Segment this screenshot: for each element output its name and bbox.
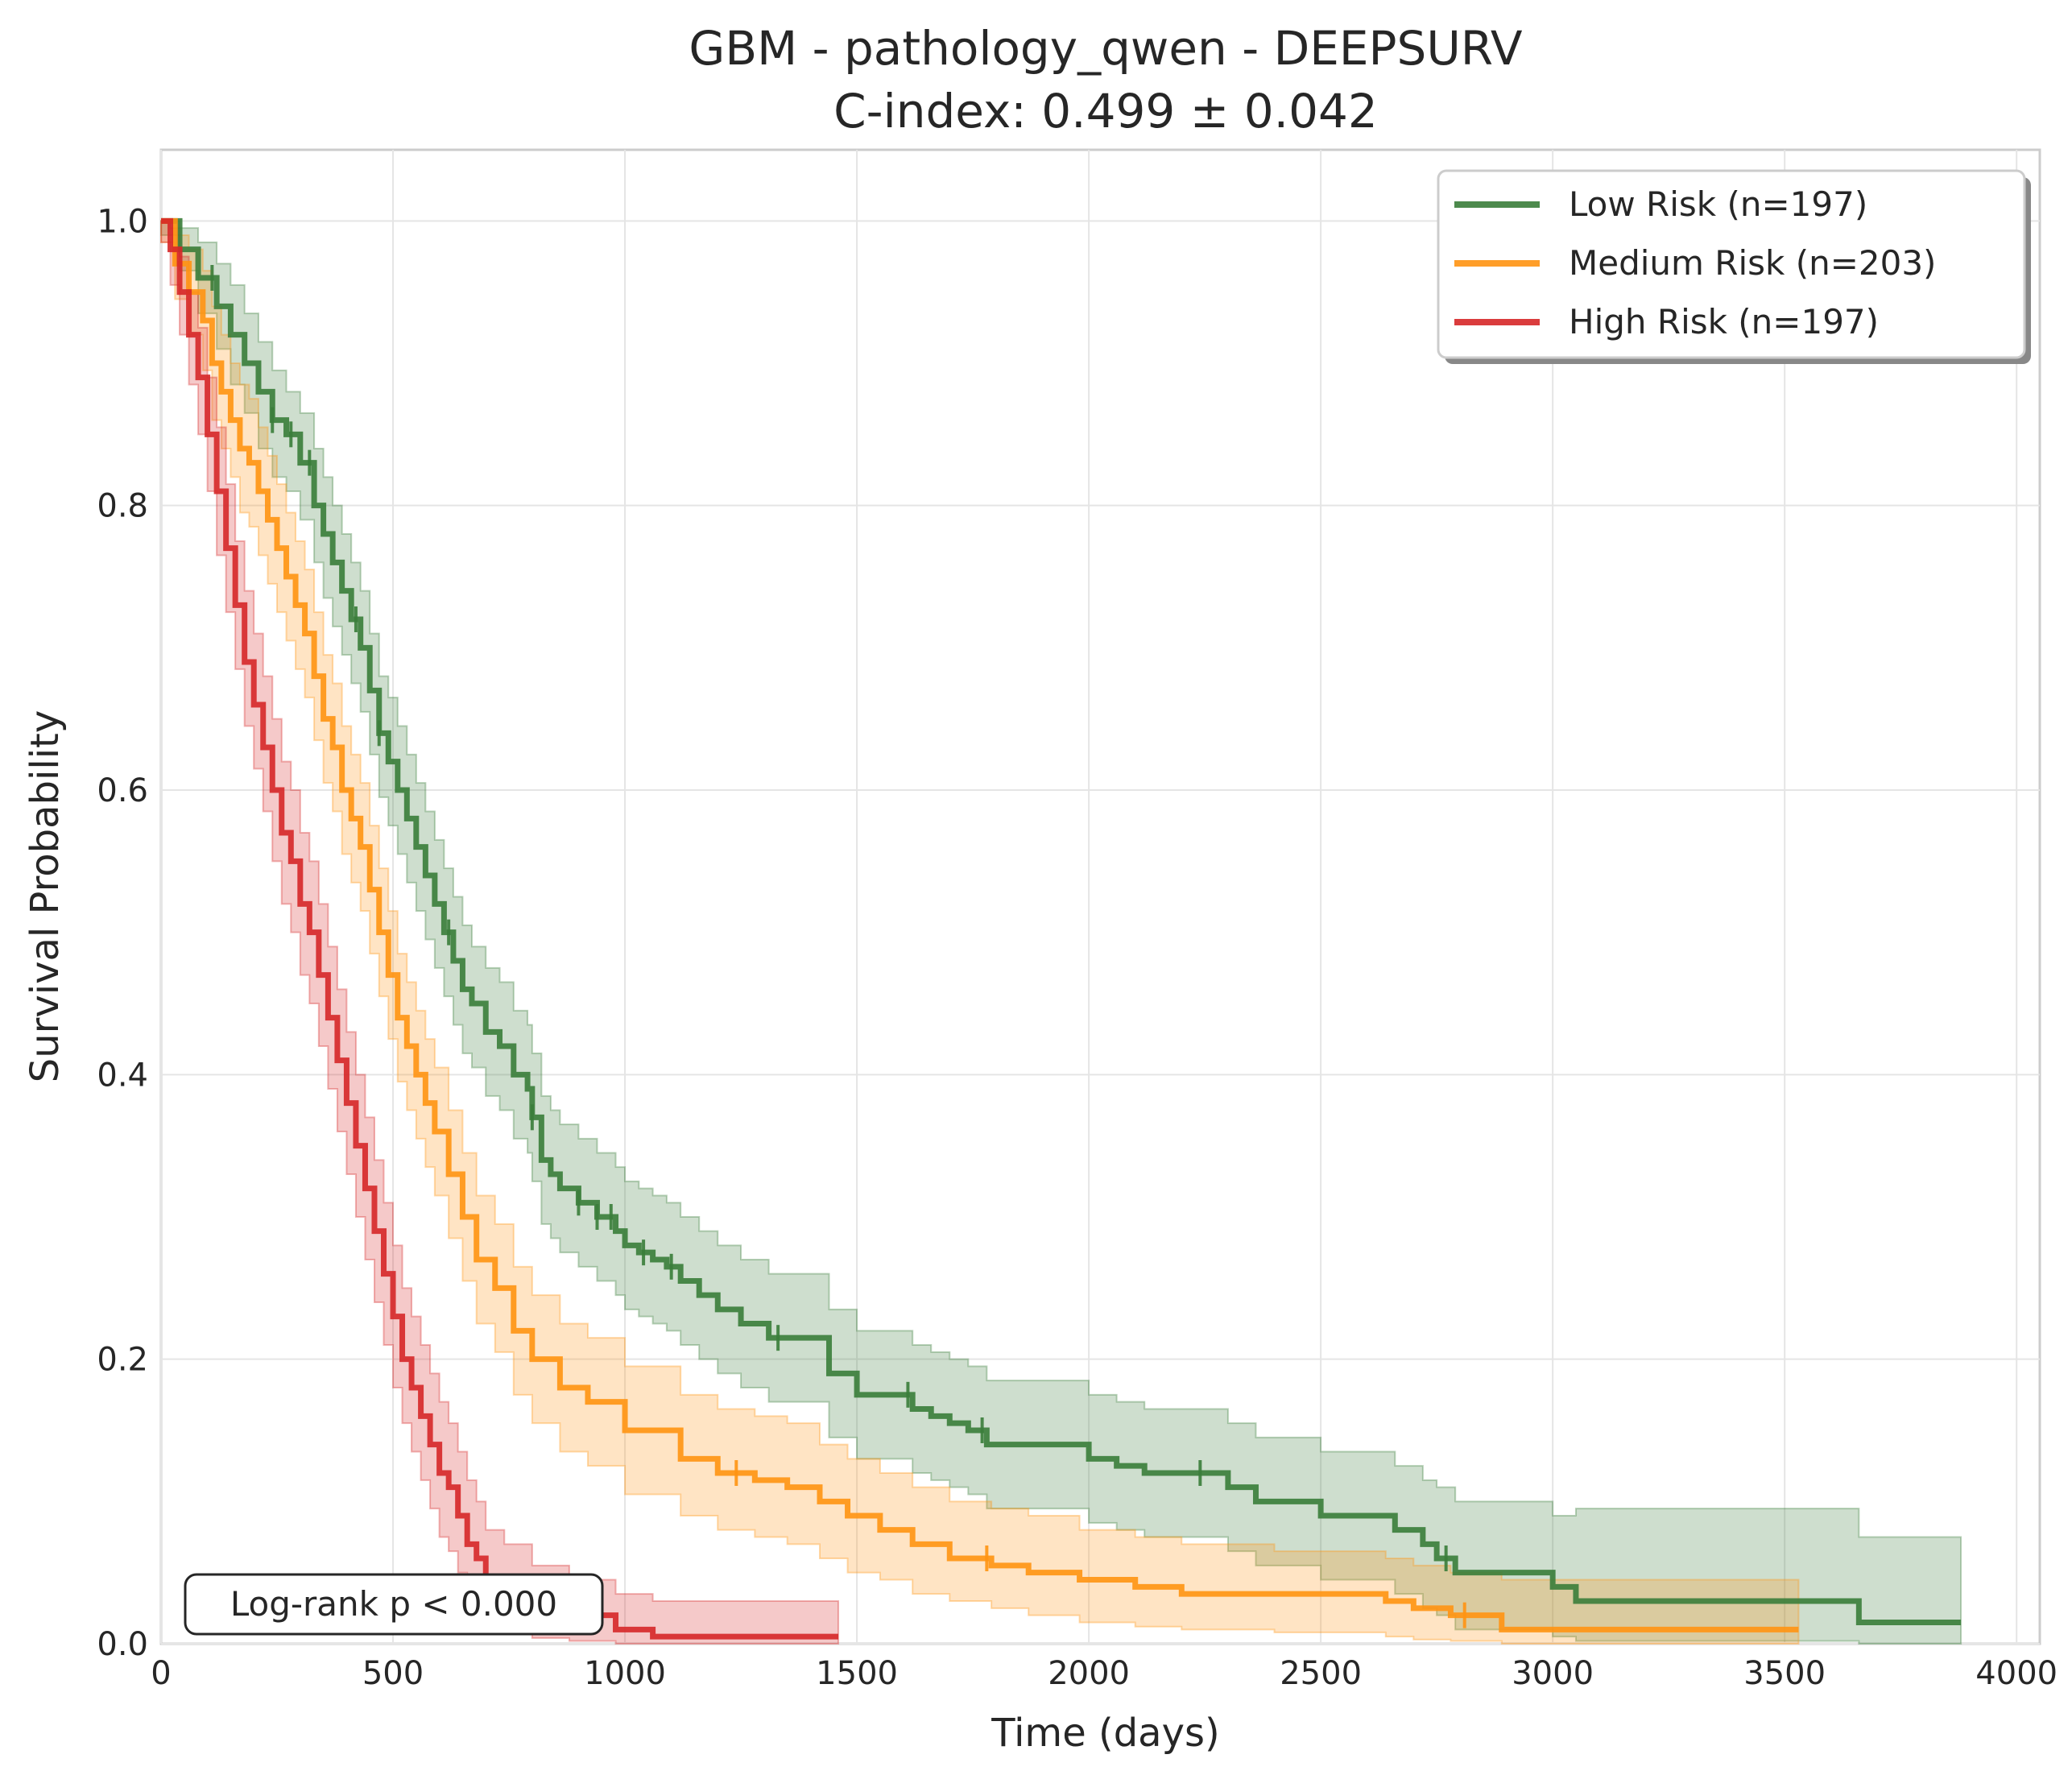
x-tick-label: 1000 (584, 1655, 666, 1692)
survival-curves (161, 217, 1962, 1640)
survival-curve-high-risk (161, 217, 839, 1640)
y-tick-label: 0.2 (97, 1342, 148, 1379)
chart-title: GBM - pathology_qwen - DEEPSURV (689, 21, 1522, 76)
y-tick-label: 0.4 (97, 1057, 148, 1094)
plot-area (159, 148, 2041, 1645)
x-tick-label: 2000 (1048, 1655, 1130, 1692)
x-axis-label: Time (days) (991, 1711, 1219, 1756)
annotation-text: Log-rank p < 0.000 (230, 1584, 557, 1624)
legend-label-high-risk: High Risk (n=197) (1569, 302, 1879, 341)
legend-label-medium-risk: Medium Risk (n=203) (1569, 243, 1936, 283)
ci-band-high-risk (160, 220, 840, 1645)
logrank-annotation: Log-rank p < 0.000 (184, 1573, 604, 1636)
y-tick-label: 0.6 (97, 772, 148, 809)
x-tick-label: 4000 (1975, 1655, 2058, 1692)
legend: Low Risk (n=197) Medium Risk (n=203) Hig… (1437, 169, 2031, 364)
ci-band-low-risk (160, 220, 1962, 1645)
ci-band-medium-risk (160, 220, 1800, 1645)
y-axis-label: Survival Probability (23, 710, 68, 1083)
x-tick-label: 1500 (816, 1655, 898, 1692)
x-tick-label: 2500 (1280, 1655, 1362, 1692)
legend-label-low-risk: Low Risk (n=197) (1569, 184, 1867, 224)
y-axis-ticks: 0.0 0.2 0.4 0.6 0.8 1.0 (97, 203, 148, 1663)
x-tick-label: 3500 (1743, 1655, 1826, 1692)
confidence-bands (160, 220, 1962, 1645)
legend-box (1437, 169, 2026, 359)
chart-subtitle: C-index: 0.499 ± 0.042 (833, 84, 1378, 139)
x-tick-label: 3000 (1512, 1655, 1594, 1692)
y-tick-label: 0.0 (97, 1626, 148, 1663)
y-tick-label: 1.0 (97, 203, 148, 240)
x-tick-label: 0 (151, 1655, 171, 1692)
x-axis-ticks: 0 500 1000 1500 2000 2500 3000 3500 4000 (151, 1655, 2058, 1692)
x-tick-label: 500 (362, 1655, 424, 1692)
y-tick-label: 0.8 (97, 488, 148, 525)
annotation-box (184, 1573, 604, 1636)
survival-curve-low-risk (161, 217, 1962, 1625)
survival-curve-medium-risk (161, 217, 1799, 1632)
